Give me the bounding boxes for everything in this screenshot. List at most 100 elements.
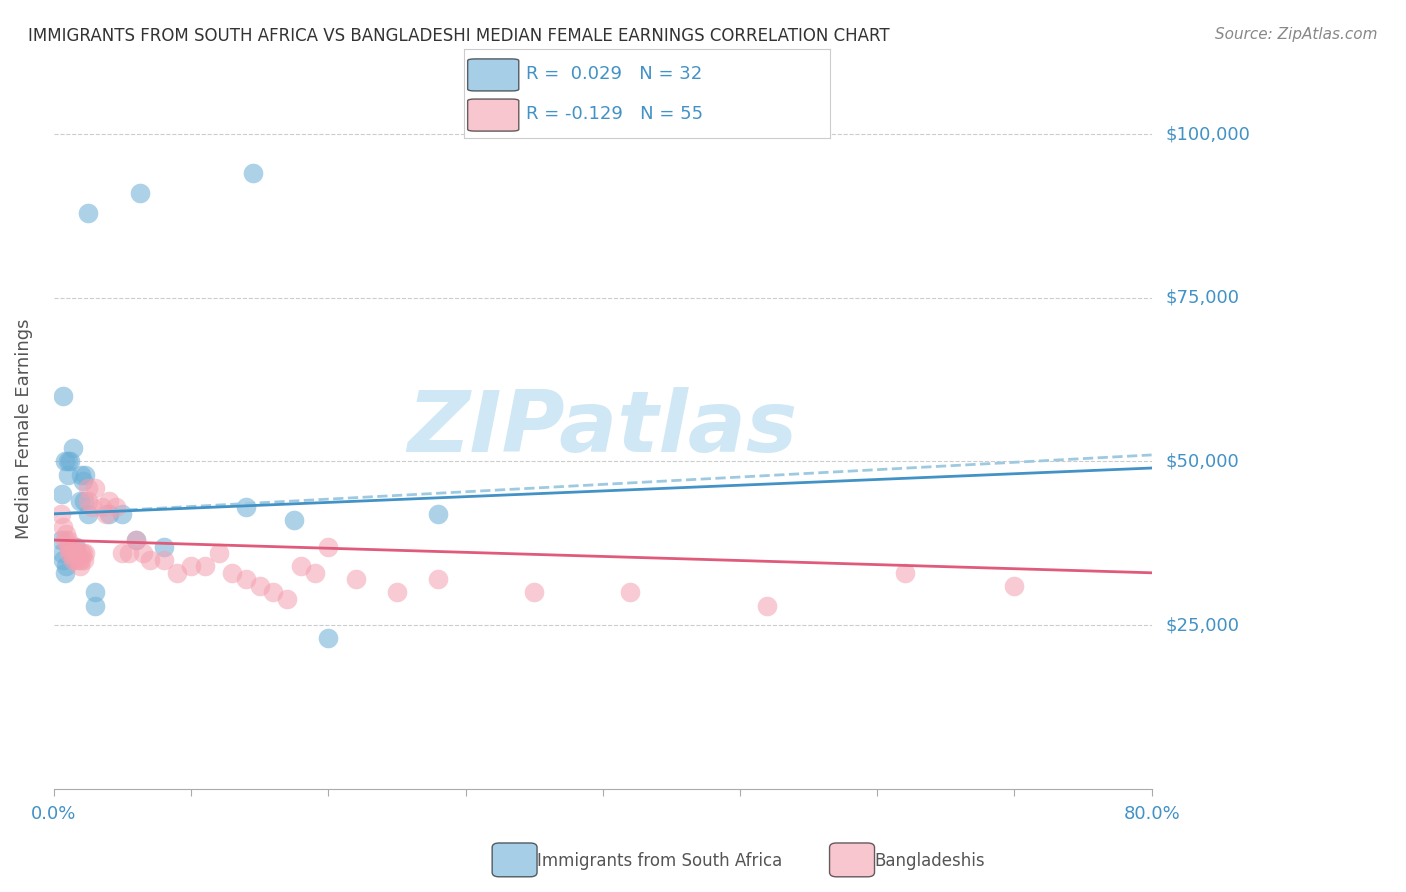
Point xyxy=(66,546,89,560)
Point xyxy=(73,493,96,508)
Point xyxy=(276,592,298,607)
Point xyxy=(166,566,188,580)
Point xyxy=(56,467,79,482)
Text: Source: ZipAtlas.com: Source: ZipAtlas.com xyxy=(1215,27,1378,42)
Point xyxy=(221,566,243,580)
Text: 80.0%: 80.0% xyxy=(1123,805,1180,823)
Point xyxy=(194,559,217,574)
Point xyxy=(304,566,326,580)
Point xyxy=(242,166,264,180)
Point xyxy=(70,546,93,560)
Text: Bangladeshis: Bangladeshis xyxy=(875,852,986,870)
Point xyxy=(70,467,93,482)
Point xyxy=(56,533,79,547)
Point xyxy=(235,500,257,515)
Text: ZIPatlas: ZIPatlas xyxy=(408,387,797,470)
Point xyxy=(118,546,141,560)
Point xyxy=(756,599,779,613)
Point xyxy=(427,572,450,586)
Point xyxy=(77,507,100,521)
Point xyxy=(893,566,915,580)
Text: $50,000: $50,000 xyxy=(1166,452,1239,470)
Point xyxy=(55,559,77,574)
Point xyxy=(51,487,73,501)
Text: IMMIGRANTS FROM SOUTH AFRICA VS BANGLADESHI MEDIAN FEMALE EARNINGS CORRELATION C: IMMIGRANTS FROM SOUTH AFRICA VS BANGLADE… xyxy=(28,27,890,45)
Point xyxy=(316,540,339,554)
Point xyxy=(59,454,82,468)
Text: Immigrants from South Africa: Immigrants from South Africa xyxy=(537,852,782,870)
Point xyxy=(84,585,107,599)
Text: R = -0.129   N = 55: R = -0.129 N = 55 xyxy=(526,105,703,123)
Text: R =  0.029   N = 32: R = 0.029 N = 32 xyxy=(526,65,703,83)
Point xyxy=(77,493,100,508)
Point xyxy=(65,552,87,566)
Point xyxy=(104,500,127,515)
Text: 0.0%: 0.0% xyxy=(31,805,76,823)
Point xyxy=(125,533,148,547)
Point xyxy=(53,533,76,547)
Point xyxy=(152,540,174,554)
Point xyxy=(58,546,80,560)
Point xyxy=(52,520,75,534)
Point xyxy=(60,546,83,560)
Point xyxy=(344,572,367,586)
Point xyxy=(207,546,229,560)
Point xyxy=(53,566,76,580)
Point xyxy=(152,552,174,566)
Point xyxy=(75,546,97,560)
FancyBboxPatch shape xyxy=(468,59,519,91)
Point xyxy=(262,585,284,599)
Point xyxy=(63,546,86,560)
Point xyxy=(49,533,72,547)
Point xyxy=(67,552,90,566)
FancyBboxPatch shape xyxy=(468,99,519,131)
Point xyxy=(129,186,152,200)
Point xyxy=(65,540,87,554)
Text: $75,000: $75,000 xyxy=(1166,289,1240,307)
Point xyxy=(69,493,91,508)
Point xyxy=(283,513,305,527)
Point xyxy=(249,579,271,593)
Point xyxy=(139,552,162,566)
Point xyxy=(73,552,96,566)
Text: $25,000: $25,000 xyxy=(1166,616,1240,634)
Point xyxy=(52,389,75,403)
Point xyxy=(72,546,94,560)
Point xyxy=(63,540,86,554)
Y-axis label: Median Female Earnings: Median Female Earnings xyxy=(15,318,32,539)
Point xyxy=(97,493,120,508)
Point xyxy=(90,500,112,515)
Point xyxy=(77,205,100,219)
Point xyxy=(82,500,104,515)
Point xyxy=(84,599,107,613)
Point xyxy=(235,572,257,586)
Point xyxy=(62,552,84,566)
Point xyxy=(70,552,93,566)
Point xyxy=(52,552,75,566)
Point xyxy=(55,526,77,541)
Point xyxy=(56,540,79,554)
Point xyxy=(53,454,76,468)
Point xyxy=(385,585,408,599)
Point xyxy=(523,585,546,599)
Point xyxy=(290,559,312,574)
Point xyxy=(59,540,82,554)
Point xyxy=(75,467,97,482)
Point xyxy=(51,546,73,560)
Point xyxy=(77,481,100,495)
Point xyxy=(125,533,148,547)
Point xyxy=(56,454,79,468)
Point xyxy=(49,507,72,521)
Point xyxy=(427,507,450,521)
Point xyxy=(69,559,91,574)
Point xyxy=(316,632,339,646)
Point xyxy=(132,546,155,560)
Point xyxy=(180,559,202,574)
Point xyxy=(84,481,107,495)
Point xyxy=(97,507,120,521)
Point xyxy=(619,585,641,599)
Text: $100,000: $100,000 xyxy=(1166,125,1250,143)
Point xyxy=(1002,579,1025,593)
Point xyxy=(94,507,117,521)
Point xyxy=(111,507,134,521)
